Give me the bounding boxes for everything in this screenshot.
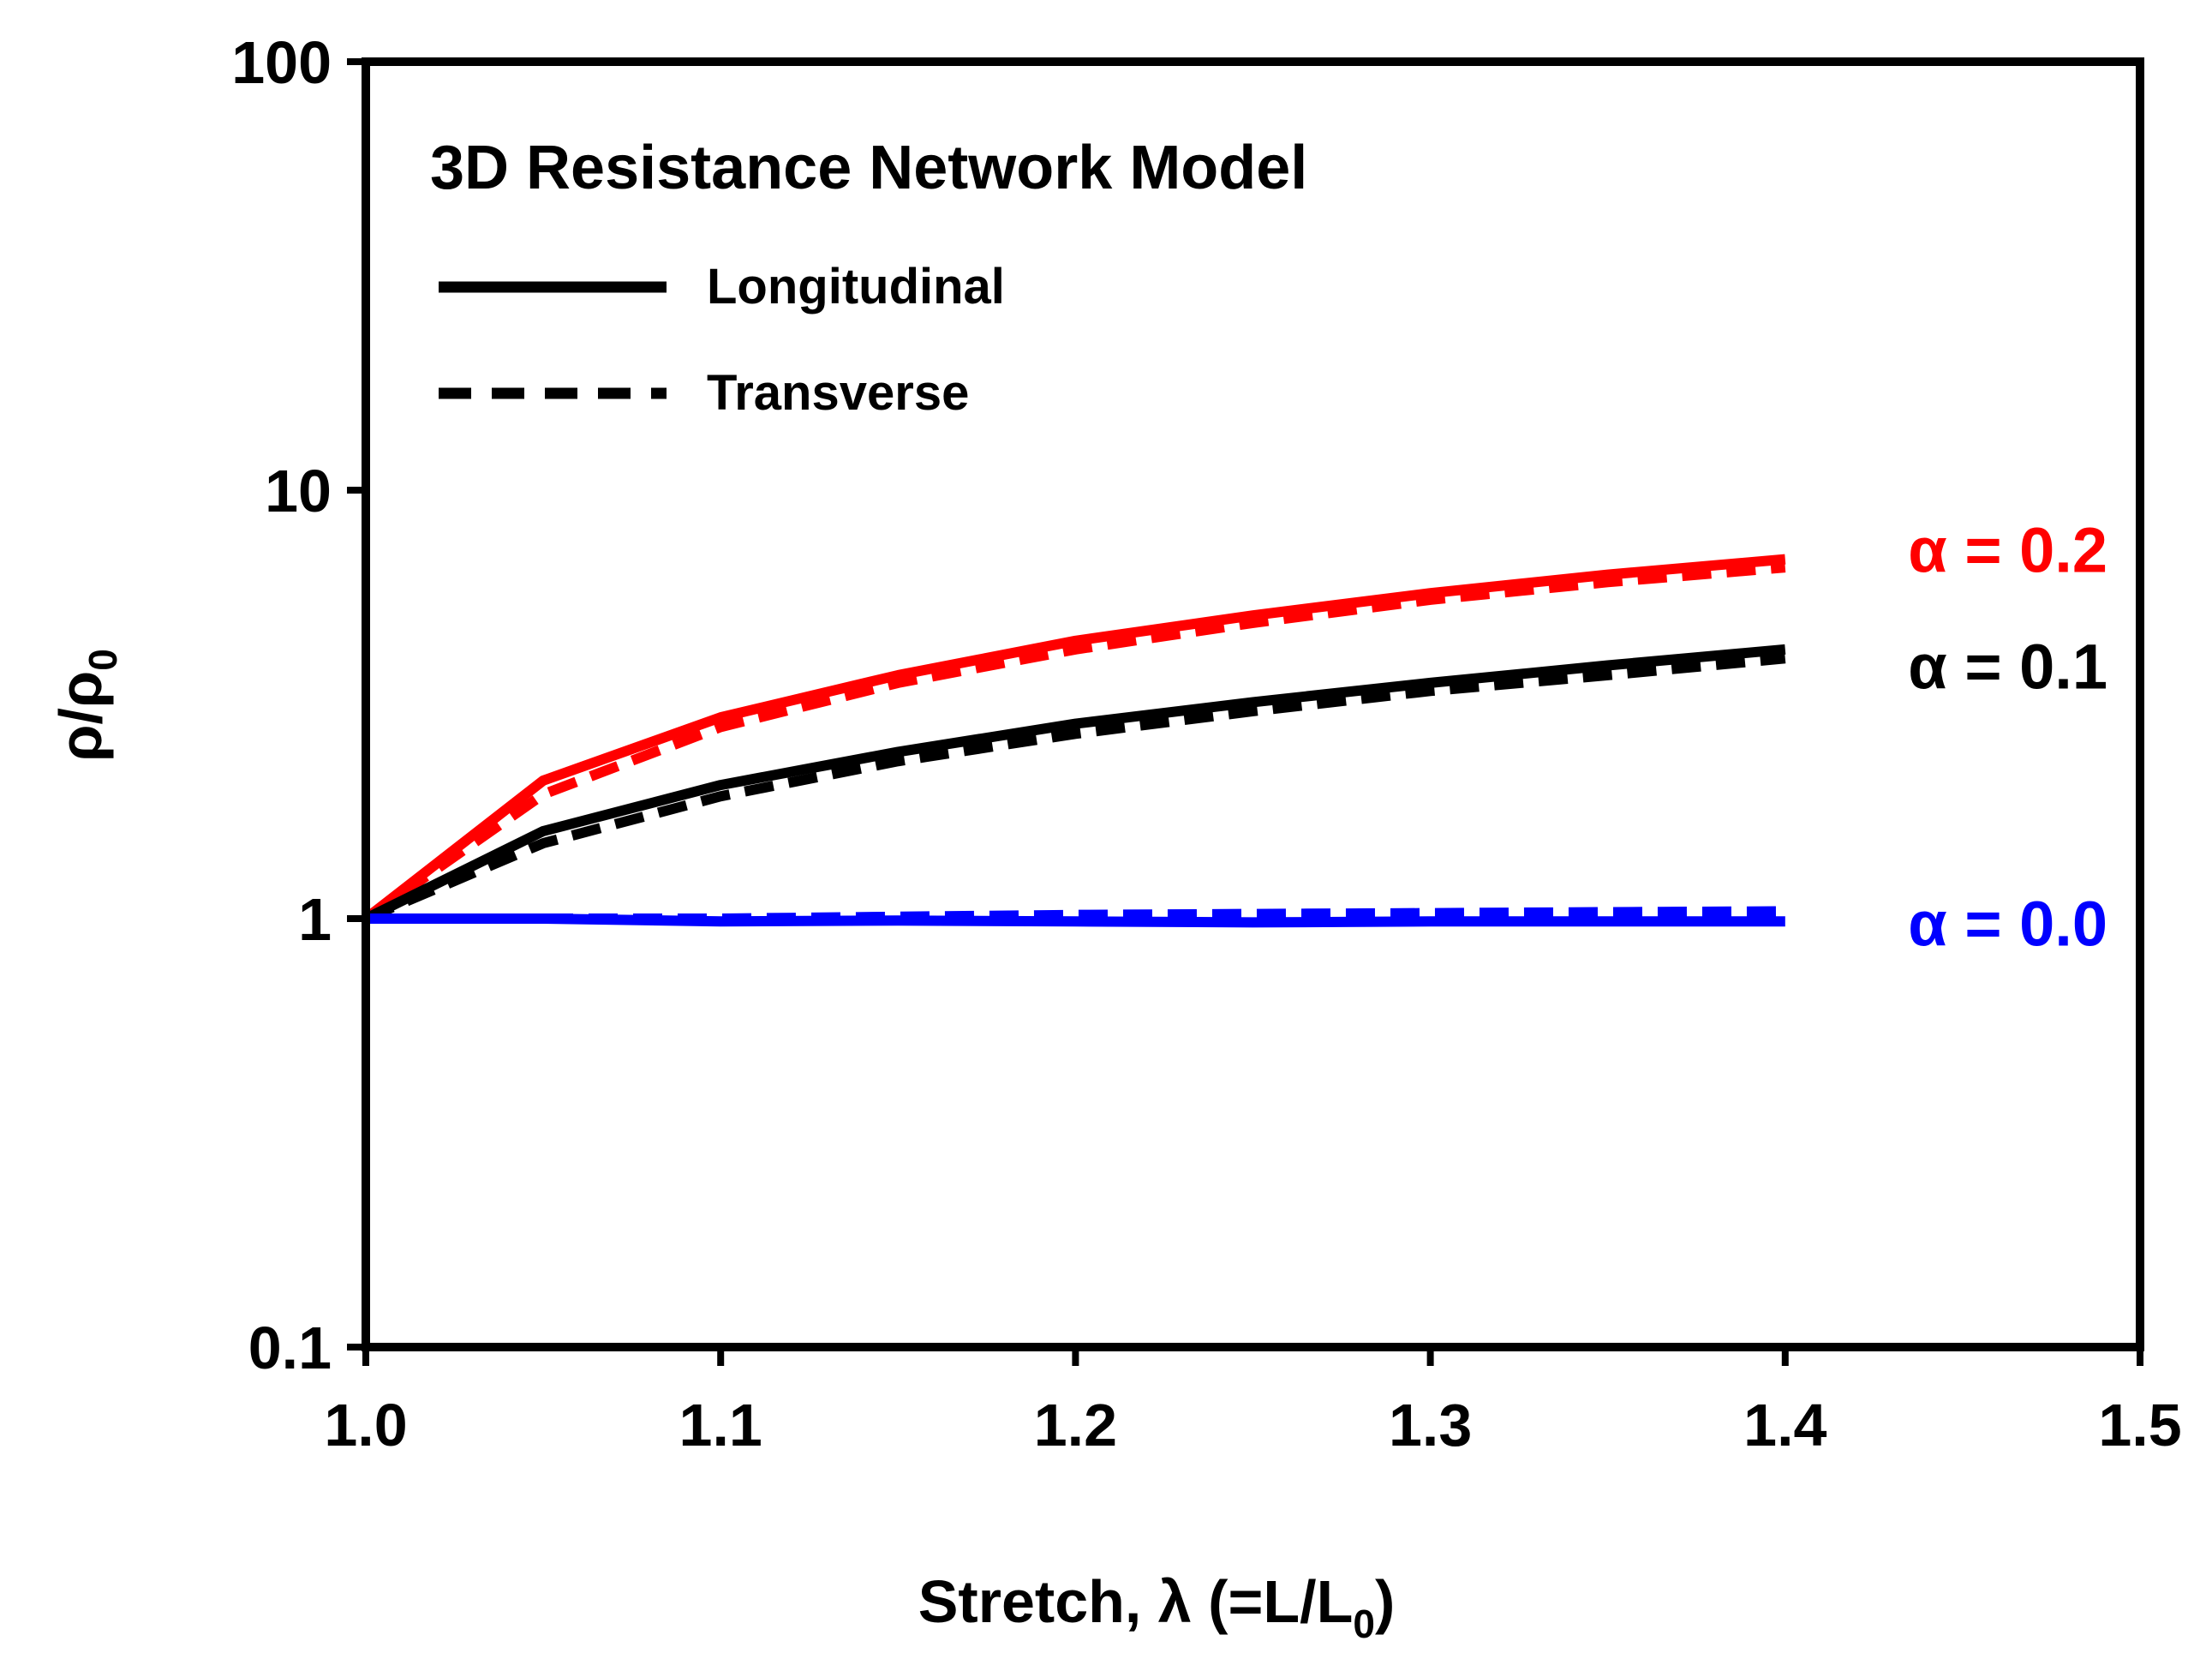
x-tick-label: 1.5 [2098, 1392, 2181, 1458]
legend: 3D Resistance Network Model Longitudinal… [430, 134, 1307, 421]
series-line-4-dashed [363, 653, 1786, 924]
x-axis-title-main: Stretch, λ (=L/L [918, 1568, 1354, 1635]
x-axis-title-end: ) [1375, 1568, 1395, 1635]
legend-label-longitudinal: Longitudinal [707, 259, 1005, 314]
series-line-1-solid [362, 554, 1786, 923]
x-tick-label: 1.3 [1389, 1392, 1472, 1458]
y-tick-label: 100 [231, 29, 332, 96]
series-line-3-solid [363, 644, 1786, 924]
y-axis-title: ρ/ρ0 [47, 649, 125, 762]
plot-area-frame [362, 57, 2144, 1351]
series-annotation-label: α = 0.2 [1908, 514, 2107, 585]
series-line-5-solid [366, 913, 1785, 928]
x-tick-label: 1.1 [679, 1392, 762, 1458]
y-tick-label: 10 [265, 458, 332, 524]
chart-title: 3D Resistance Network Model [430, 134, 1307, 202]
annotation-layer: α = 0.2 α = 0.1 α = 0.0 [1908, 514, 2107, 959]
y-tick-label: 1 [298, 886, 332, 953]
axis-layer: 1.0 1.1 1.2 1.3 1.4 1.5 0.1 1 10 100 [231, 29, 2181, 1458]
x-tick-label: 1.2 [1034, 1392, 1117, 1458]
y-axis-title-main: ρ/ρ [47, 671, 114, 762]
series-annotation-label: α = 0.0 [1908, 888, 2107, 959]
series-line-2-dashed [362, 562, 1786, 923]
y-axis-title-subscript: 0 [81, 649, 125, 671]
legend-label-transverse: Transverse [707, 365, 969, 421]
series-line-6-dashed [366, 906, 1785, 924]
series-layer [362, 554, 1786, 928]
x-tick-label: 1.0 [324, 1392, 407, 1458]
x-axis-title: Stretch, λ (=L/L0) [918, 1568, 1396, 1646]
x-axis-title-subscript: 0 [1353, 1602, 1375, 1646]
x-tick-label: 1.4 [1743, 1392, 1826, 1458]
series-annotation-label: α = 0.1 [1908, 631, 2107, 702]
y-tick-label: 0.1 [248, 1315, 332, 1381]
